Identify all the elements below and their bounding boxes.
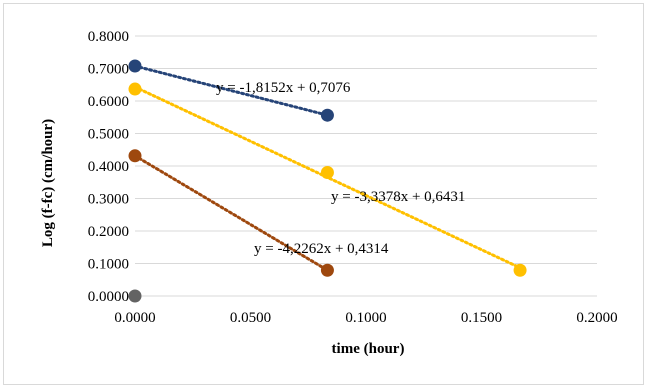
y-tick-label: 0.7000 (88, 62, 129, 78)
trendline-equations: y = -1,8152x + 0,7076 y = -3,3378x + 0,64… (216, 80, 465, 257)
y-tick-label: 0.6000 (88, 94, 129, 110)
data-point (320, 166, 334, 180)
x-tick-label: 0.2000 (576, 310, 617, 326)
x-tick-labels: 0.0000 0.0500 0.1000 0.1500 0.2000 (114, 310, 617, 326)
y-tick-label: 0.4000 (88, 159, 129, 175)
data-point (128, 149, 142, 163)
x-tick-label: 0.0000 (114, 310, 155, 326)
y-axis-title: Log (f-fc) (cm/hour) (40, 119, 56, 247)
data-point (513, 263, 527, 277)
data-points (128, 59, 527, 303)
trendline (133, 154, 329, 272)
x-tick-label: 0.1000 (345, 310, 386, 326)
trendline-equation: y = -4,2262x + 0,4314 (254, 241, 389, 257)
x-tick-label: 0.1500 (461, 310, 502, 326)
x-axis-title: time (hour) (332, 341, 405, 357)
data-point (320, 108, 334, 122)
y-tick-label: 0.0000 (88, 289, 129, 305)
y-tick-label: 0.5000 (88, 127, 129, 143)
x-tick-label: 0.0500 (230, 310, 271, 326)
trendline-equation: y = -3,3378x + 0,6431 (331, 189, 465, 205)
trendline-equation: y = -1,8152x + 0,7076 (216, 80, 351, 96)
data-point (128, 82, 142, 96)
y-tick-labels: 0.0000 0.1000 0.2000 0.3000 0.4000 0.5000 0.60… (88, 29, 129, 305)
y-tick-label: 0.1000 (88, 257, 129, 273)
gridlines (135, 35, 597, 297)
chart-frame (3, 3, 644, 385)
y-tick-label: 0.8000 (88, 29, 129, 45)
data-point (320, 263, 334, 277)
data-point (128, 289, 142, 303)
y-tick-label: 0.2000 (88, 224, 129, 240)
y-tick-label: 0.3000 (88, 192, 129, 208)
trendline (133, 64, 329, 117)
data-point (128, 59, 142, 73)
